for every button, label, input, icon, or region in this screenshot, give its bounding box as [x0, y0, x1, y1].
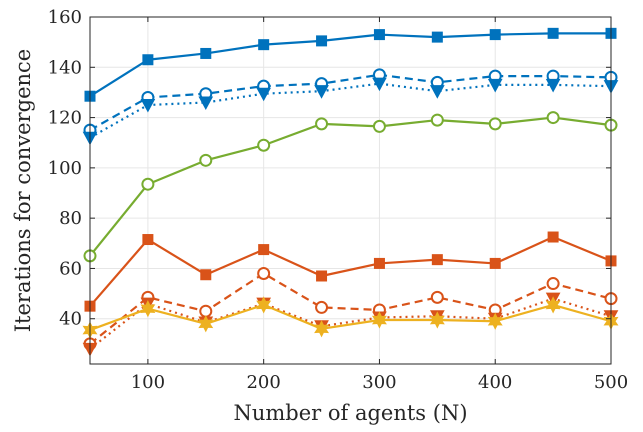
series-4: [83, 111, 618, 263]
data-point: [547, 27, 559, 39]
series-line: [89, 297, 612, 350]
y-tick-label: 60: [59, 258, 82, 279]
series-line: [89, 32, 611, 98]
data-point: [199, 153, 213, 167]
x-tick-label: 300: [362, 372, 396, 393]
series-8: [82, 296, 619, 339]
data-point: [199, 304, 213, 318]
data-point: [429, 85, 445, 99]
data-point: [315, 117, 329, 131]
series-1: [84, 27, 617, 102]
data-point: [430, 290, 444, 304]
data-point: [200, 269, 212, 281]
data-point: [431, 254, 443, 266]
series-line: [89, 82, 612, 139]
data-point: [315, 300, 329, 314]
series-line: [89, 73, 612, 132]
series-line: [89, 303, 612, 332]
x-tick-label: 200: [246, 372, 280, 393]
x-axis-label: Number of agents (N): [233, 401, 467, 425]
y-tick-label: 80: [59, 208, 82, 229]
data-point: [198, 315, 214, 333]
data-point: [545, 296, 561, 314]
y-tick-label: 100: [48, 158, 82, 179]
y-axis-label: Iterations for convergence: [11, 49, 35, 332]
series-line: [89, 272, 612, 345]
data-point: [257, 138, 271, 152]
y-tick-label: 140: [48, 57, 82, 78]
data-point: [200, 47, 212, 59]
data-point: [198, 96, 214, 111]
data-point: [429, 311, 445, 329]
y-tick-label: 40: [59, 309, 82, 330]
data-point: [257, 266, 271, 280]
data-point: [431, 31, 443, 43]
data-point: [373, 29, 385, 41]
data-point: [430, 113, 444, 127]
x-tick-label: 500: [594, 372, 628, 393]
y-tick-label: 120: [48, 108, 82, 129]
data-point: [258, 244, 270, 256]
data-point: [487, 78, 503, 93]
data-point: [373, 257, 385, 269]
series-layer: [82, 27, 619, 357]
data-point: [546, 277, 560, 291]
data-point: [488, 117, 502, 131]
data-point: [140, 300, 156, 318]
x-tick-label: 100: [131, 372, 165, 393]
data-point: [372, 119, 386, 133]
data-point: [142, 54, 154, 66]
data-point: [316, 35, 328, 47]
data-point: [487, 312, 503, 330]
series-line: [89, 116, 612, 257]
data-point: [371, 311, 387, 329]
data-point: [316, 270, 328, 282]
data-point: [142, 234, 154, 246]
x-tick-label: 400: [478, 372, 512, 393]
data-point: [256, 87, 272, 102]
data-point: [141, 177, 155, 191]
data-point: [140, 99, 156, 113]
data-point: [547, 231, 559, 243]
data-point: [372, 77, 387, 92]
data-point: [546, 111, 560, 125]
data-point: [314, 85, 329, 99]
data-point: [314, 320, 330, 338]
series-5: [84, 231, 617, 312]
plot-frame: [89, 16, 612, 365]
data-point: [489, 257, 501, 269]
data-point: [545, 78, 561, 93]
y-tick-label: 160: [48, 7, 82, 28]
data-point: [256, 296, 272, 314]
data-point: [489, 29, 501, 41]
axis-ticks: 100 200 300 400 500 40 60 80 100 120 140 160: [48, 7, 629, 393]
data-point: [258, 39, 270, 51]
series-line: [89, 235, 612, 307]
